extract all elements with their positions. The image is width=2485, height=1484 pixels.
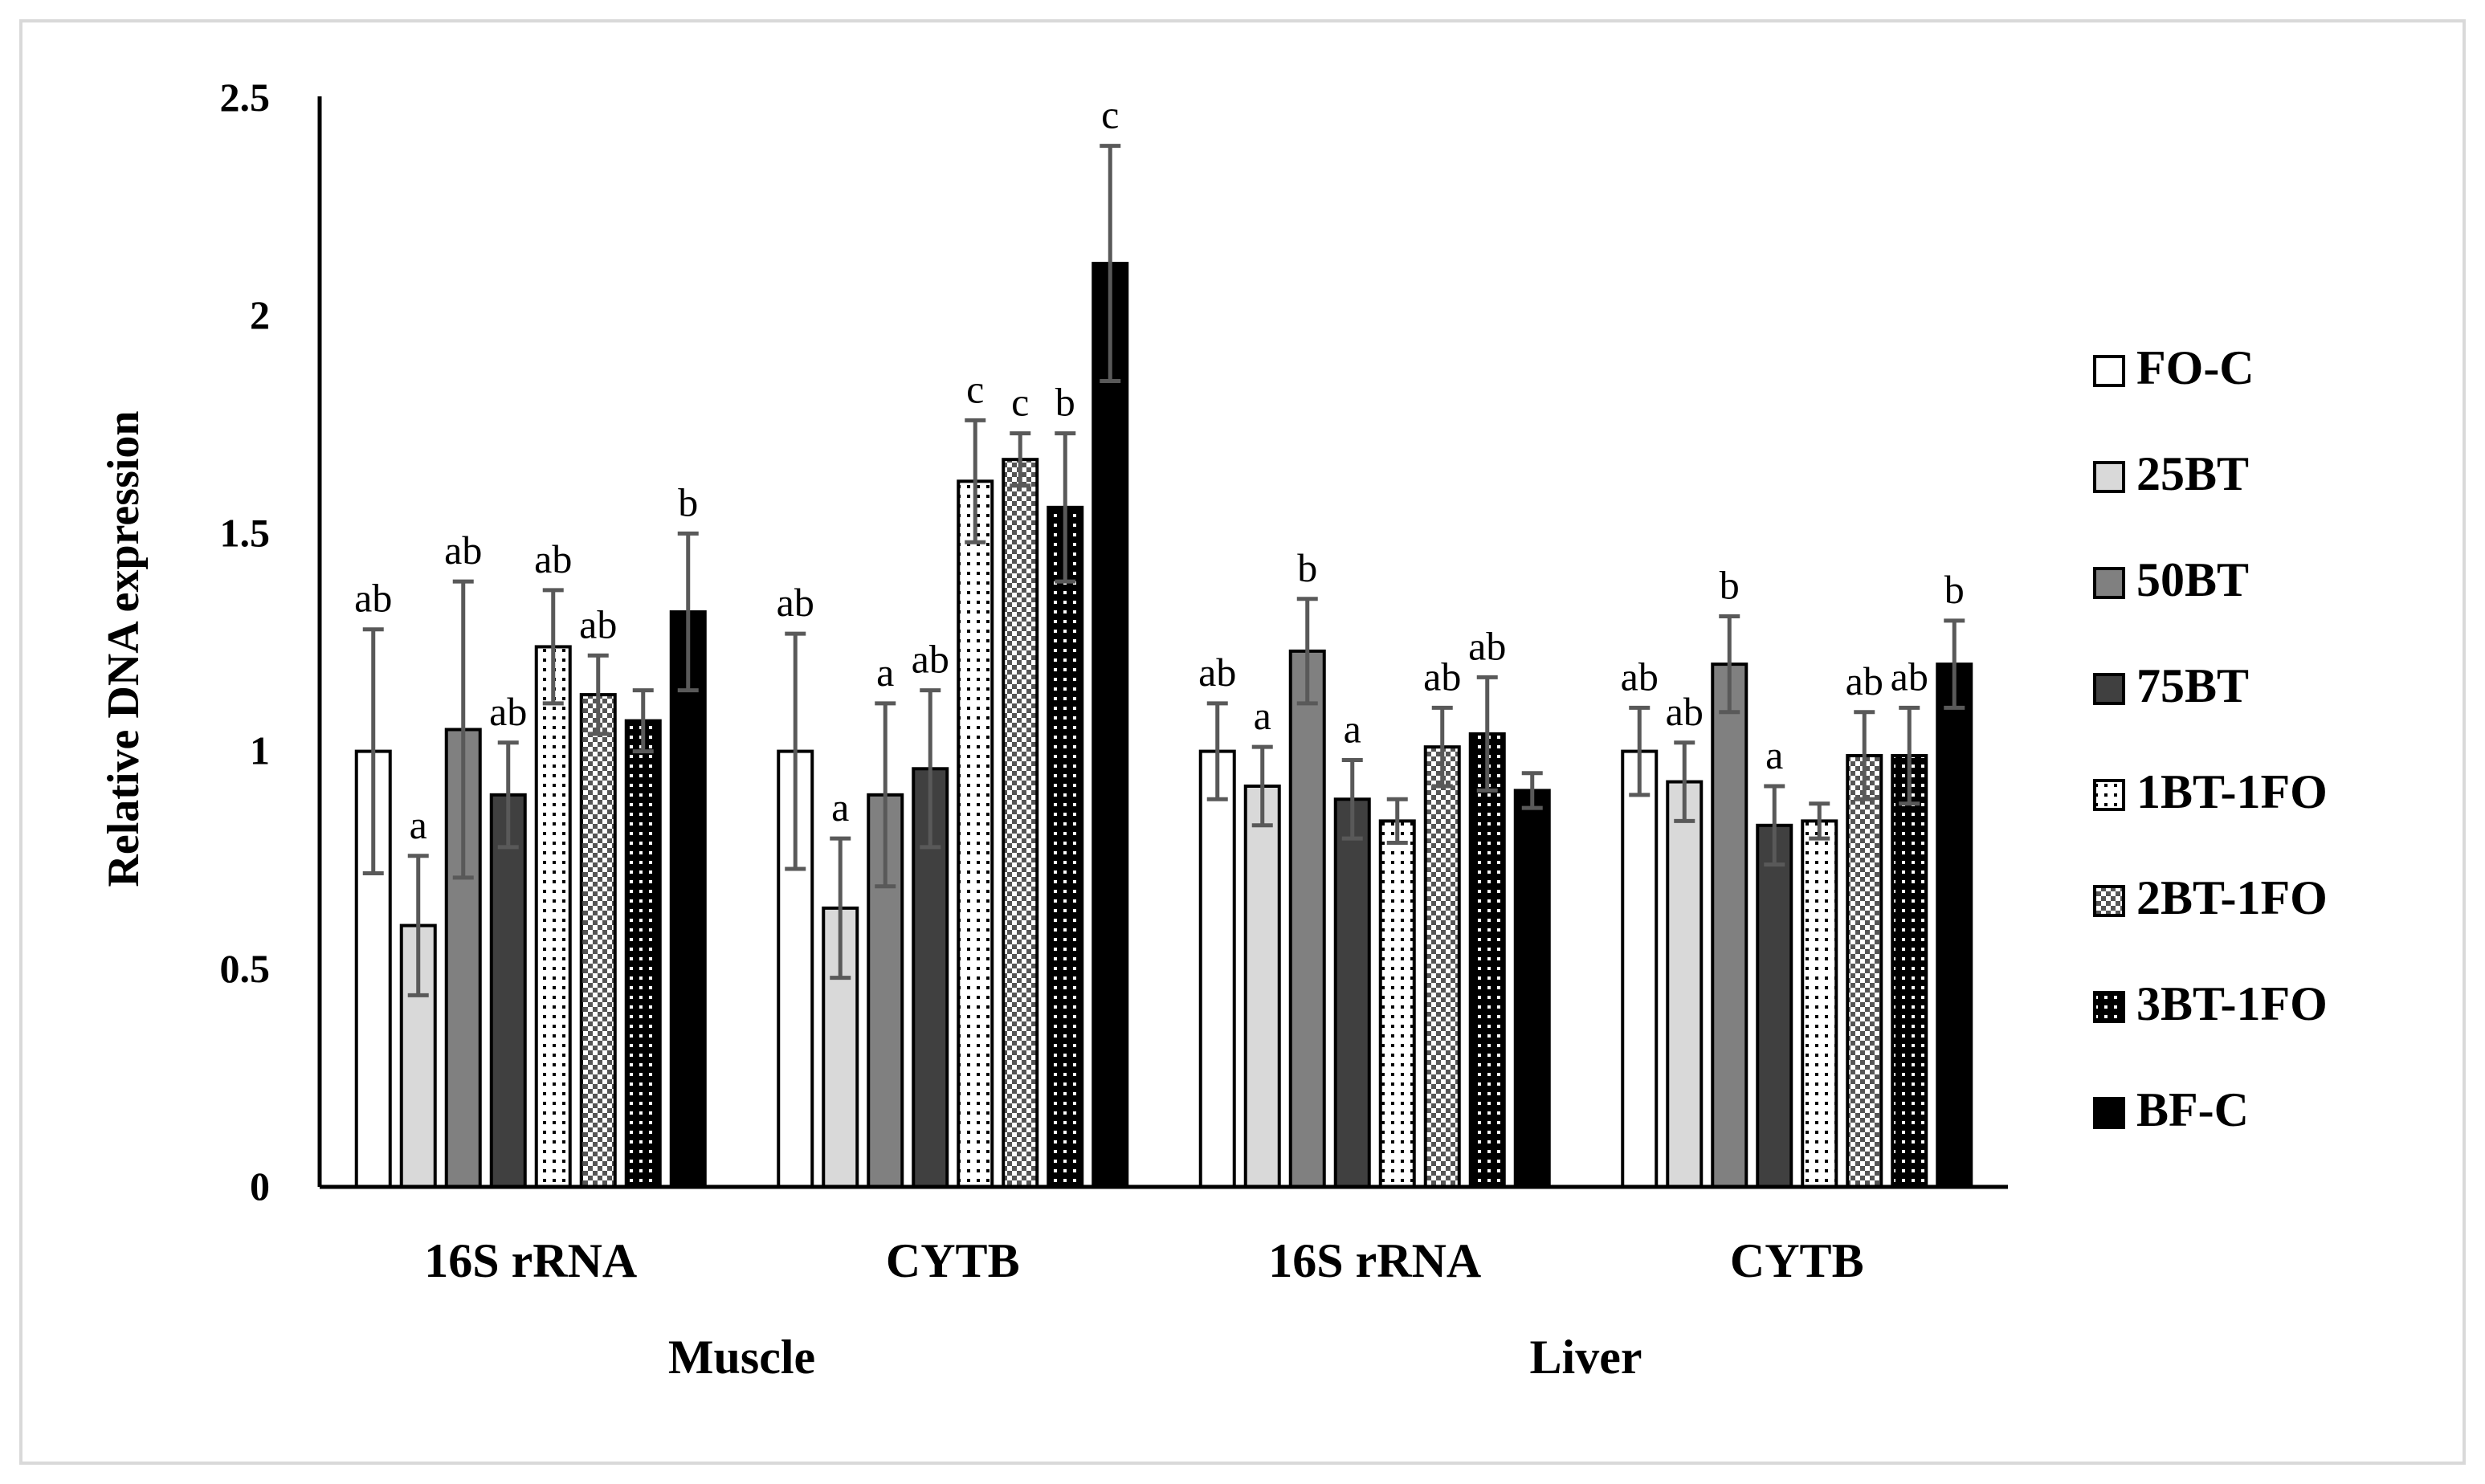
legend-label-fo-c: FO-C bbox=[2136, 341, 2254, 394]
legend-label-50bt: 50BT bbox=[2136, 553, 2249, 606]
sig-letter-bf-c-1: c bbox=[1101, 92, 1119, 137]
axes bbox=[317, 96, 2008, 1189]
sig-letter-2bt-1fo-2: ab bbox=[1423, 654, 1461, 699]
sig-letter-1bt-1fo-0: ab bbox=[534, 536, 572, 581]
y-ticks: 0 0.5 1 1.5 2 2.5 bbox=[220, 75, 271, 1209]
x-category-label-2: 16S rRNA bbox=[1268, 1234, 1481, 1287]
legend-label-2bt-1fo: 2BT-1FO bbox=[2136, 871, 2328, 924]
bar-1bt-1fo-1 bbox=[957, 479, 994, 1188]
figure-frame bbox=[19, 19, 2466, 1465]
legend-swatch-bf-c bbox=[2093, 1097, 2125, 1129]
bar-fo-c-3 bbox=[1621, 749, 1659, 1188]
sig-letter-50bt-0: ab bbox=[444, 528, 482, 573]
sig-letter-3bt-1fo-3: ab bbox=[1891, 654, 1928, 699]
bar-75bt-2 bbox=[1333, 797, 1371, 1188]
sig-letter-75bt-3: a bbox=[1765, 732, 1783, 777]
legend-label-25bt: 25BT bbox=[2136, 447, 2249, 500]
bar-bf-c-3 bbox=[1936, 662, 1973, 1188]
bar-75bt-3 bbox=[1756, 823, 1793, 1188]
bar-50bt-0 bbox=[444, 728, 482, 1188]
bar-1bt-1fo-2 bbox=[1378, 819, 1416, 1188]
x-category-labels: 16S rRNA CYTB 16S rRNA CYTB bbox=[424, 1234, 1863, 1287]
legend-label-3bt-1fo: 3BT-1FO bbox=[2136, 977, 2328, 1030]
y-tick-label-0: 0 bbox=[250, 1164, 270, 1209]
bar-3bt-1fo-2 bbox=[1468, 732, 1506, 1188]
y-axis-label: Relative DNA expression bbox=[99, 410, 149, 887]
sig-letter-bf-c-3: b bbox=[1944, 567, 1965, 612]
legend-swatch-2bt-1fo bbox=[2093, 885, 2125, 917]
sig-letter-2bt-1fo-3: ab bbox=[1846, 658, 1883, 703]
legend-swatch-25bt bbox=[2093, 461, 2125, 493]
x-category-label-0: 16S rRNA bbox=[424, 1234, 637, 1287]
x-group-labels: Muscle Liver bbox=[668, 1331, 1642, 1384]
bar-2bt-1fo-0 bbox=[579, 693, 617, 1188]
y-tick-label-2: 1 bbox=[250, 728, 270, 773]
sig-letter-25bt-1: a bbox=[831, 785, 849, 830]
sig-letter-50bt-2: b bbox=[1297, 545, 1317, 590]
bar-3bt-1fo-1 bbox=[1047, 505, 1084, 1188]
sig-letter-75bt-1: ab bbox=[912, 637, 949, 682]
sig-letter-75bt-2: a bbox=[1344, 706, 1361, 751]
y-tick-label-1: 0.5 bbox=[220, 946, 271, 991]
sig-letter-1bt-1fo-1: c bbox=[966, 366, 984, 411]
sig-letter-25bt-0: a bbox=[410, 802, 427, 847]
bar-2bt-1fo-2 bbox=[1423, 745, 1461, 1188]
sig-letter-3bt-1fo-1: b bbox=[1055, 380, 1075, 425]
x-group-label-liver: Liver bbox=[1530, 1331, 1642, 1384]
y-tick-label-5: 2.5 bbox=[220, 75, 271, 120]
bar-fo-c-2 bbox=[1198, 749, 1236, 1188]
sig-letter-75bt-0: ab bbox=[489, 689, 527, 734]
bar-2bt-1fo-1 bbox=[1002, 458, 1039, 1188]
bar-3bt-1fo-0 bbox=[624, 719, 662, 1188]
legend-swatch-50bt bbox=[2093, 567, 2125, 599]
legend-swatch-fo-c bbox=[2093, 355, 2125, 387]
sig-letter-bf-c-0: b bbox=[678, 479, 698, 524]
x-category-label-3: CYTB bbox=[1730, 1234, 1864, 1287]
sig-letter-fo-c-3: ab bbox=[1621, 654, 1659, 699]
legend-swatch-75bt bbox=[2093, 673, 2125, 705]
bar-1bt-1fo-0 bbox=[534, 645, 572, 1188]
bar-25bt-2 bbox=[1243, 784, 1281, 1188]
sig-letter-fo-c-1: ab bbox=[777, 580, 814, 625]
bar-bf-c-1 bbox=[1092, 262, 1129, 1188]
legend-label-75bt: 75BT bbox=[2136, 659, 2249, 712]
bar-2bt-1fo-3 bbox=[1846, 754, 1883, 1188]
bar-3bt-1fo-3 bbox=[1891, 754, 1928, 1188]
sig-letter-3bt-1fo-2: ab bbox=[1468, 623, 1506, 668]
sig-letter-2bt-1fo-0: ab bbox=[579, 601, 617, 646]
bars bbox=[354, 262, 1973, 1189]
bar-75bt-0 bbox=[489, 793, 527, 1189]
sig-letter-25bt-3: ab bbox=[1666, 689, 1704, 734]
y-tick-label-4: 2 bbox=[250, 292, 270, 337]
sig-letter-fo-c-0: ab bbox=[354, 576, 392, 621]
bar-50bt-3 bbox=[1711, 662, 1748, 1188]
legend-label-bf-c: BF-C bbox=[2136, 1083, 2249, 1136]
bar-25bt-3 bbox=[1666, 780, 1704, 1188]
bar-50bt-2 bbox=[1288, 649, 1326, 1188]
bar-1bt-1fo-3 bbox=[1801, 819, 1838, 1188]
error-bars bbox=[362, 144, 1965, 997]
x-group-label-muscle: Muscle bbox=[668, 1331, 815, 1384]
bar-bf-c-2 bbox=[1513, 789, 1551, 1189]
sig-letter-50bt-1: a bbox=[876, 650, 894, 695]
bar-bf-c-0 bbox=[669, 610, 707, 1188]
legend-swatch-1bt-1fo bbox=[2093, 779, 2125, 811]
sig-letter-25bt-2: a bbox=[1254, 693, 1271, 738]
sig-letter-fo-c-2: ab bbox=[1198, 650, 1236, 695]
legend: FO-C 25BT 50BT 75BT 1BT-1FO 2BT-1FO 3BT-1FO BF-… bbox=[2093, 341, 2328, 1136]
x-category-label-1: CYTB bbox=[886, 1234, 1020, 1287]
legend-swatch-3bt-1fo bbox=[2093, 991, 2125, 1023]
sig-letter-50bt-3: b bbox=[1720, 562, 1740, 607]
y-tick-label-3: 1.5 bbox=[220, 510, 271, 555]
sig-letter-2bt-1fo-1: c bbox=[1011, 380, 1029, 425]
legend-label-1bt-1fo: 1BT-1FO bbox=[2136, 765, 2328, 818]
